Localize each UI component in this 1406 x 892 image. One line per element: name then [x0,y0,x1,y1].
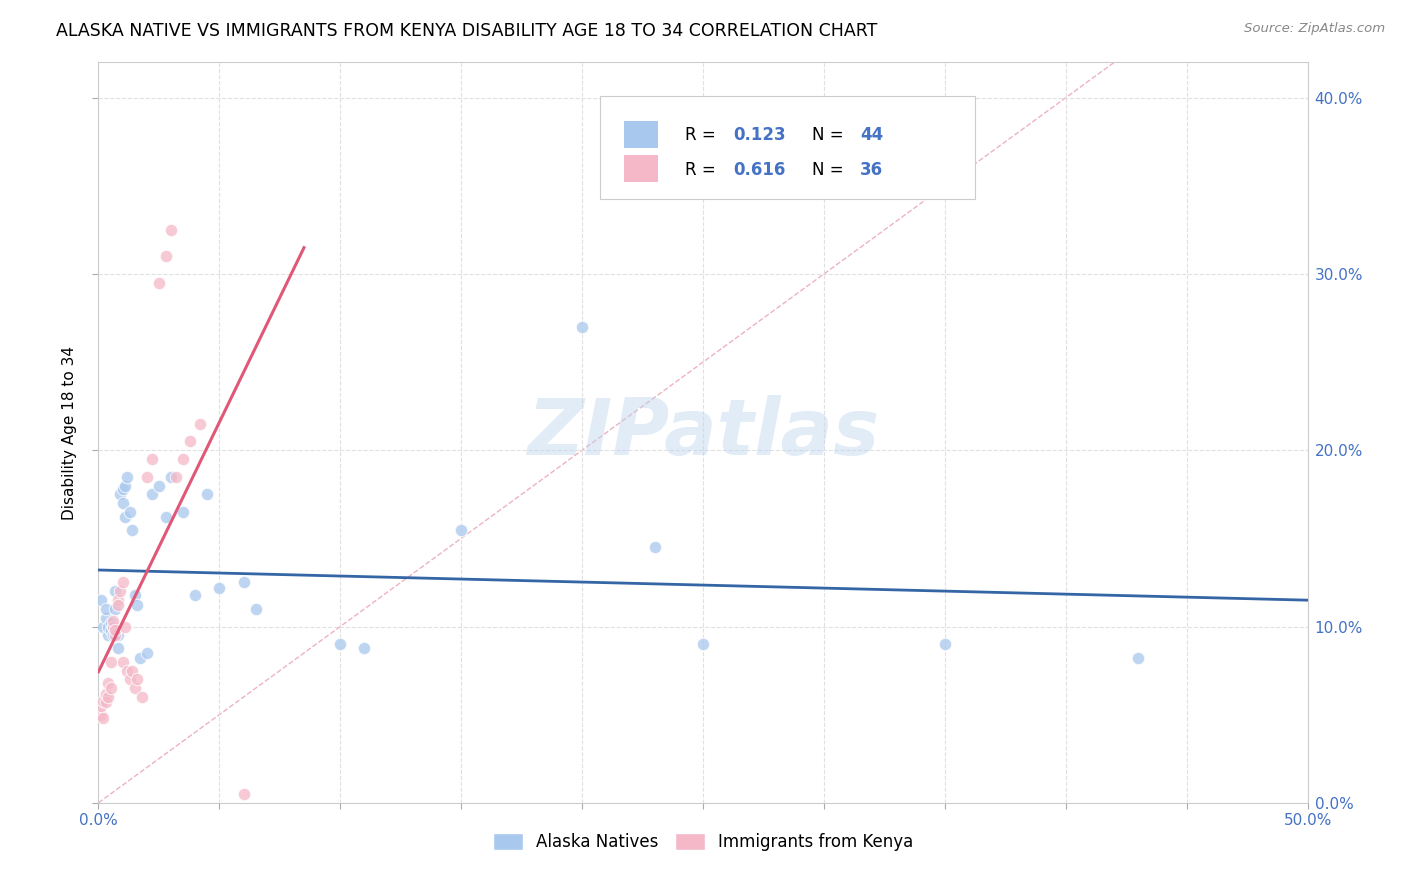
Point [184,588,207,602]
Point [100,681,122,696]
Point [571,319,593,334]
FancyBboxPatch shape [624,120,658,147]
Point [128,651,150,665]
Point [111,655,134,669]
Point [111,496,134,510]
Point [208,581,231,595]
Point [172,505,194,519]
Point [108,487,131,501]
Point [101,614,124,628]
Point [148,478,170,492]
Point [107,628,129,642]
Point [1128,651,1150,665]
Point [232,787,254,801]
Point [127,673,149,687]
Point [155,249,177,263]
Point [94,602,117,616]
Point [124,588,146,602]
Text: 0.123: 0.123 [734,126,786,144]
Point [329,637,352,651]
Point [97,619,120,633]
Y-axis label: Disability Age 18 to 34: Disability Age 18 to 34 [62,345,77,520]
Point [121,523,143,537]
Point [107,593,129,607]
Point [124,681,146,696]
Point [127,599,149,613]
Point [160,469,183,483]
Point [91,619,114,633]
Point [94,610,117,624]
Point [90,698,112,713]
Point [644,540,666,554]
Point [114,619,136,633]
FancyBboxPatch shape [624,155,658,182]
Point [101,619,124,633]
Point [131,690,153,704]
Point [135,469,157,483]
Point [104,623,127,637]
Point [100,655,122,669]
Point [141,452,163,467]
Point [135,646,157,660]
Text: R =: R = [685,126,721,144]
Point [100,615,122,630]
Text: 44: 44 [860,126,883,144]
Point [111,482,134,496]
Point [97,690,120,704]
Point [118,673,141,687]
Text: R =: R = [685,161,721,178]
Point [94,686,117,700]
Text: ALASKA NATIVE VS IMMIGRANTS FROM KENYA DISABILITY AGE 18 TO 34 CORRELATION CHART: ALASKA NATIVE VS IMMIGRANTS FROM KENYA D… [56,22,877,40]
Point [148,276,170,290]
Point [118,505,141,519]
Text: 36: 36 [860,161,883,178]
Point [104,628,127,642]
Point [91,693,114,707]
Point [160,223,183,237]
Point [179,434,201,449]
Point [97,676,120,690]
Point [108,584,131,599]
Point [165,469,187,483]
Point [934,637,956,651]
Point [100,623,122,637]
Text: ZIPatlas: ZIPatlas [527,394,879,471]
Point [245,602,267,616]
Point [155,510,177,524]
Point [97,628,120,642]
Text: N =: N = [811,161,849,178]
Point [90,707,112,722]
Legend: Alaska Natives, Immigrants from Kenya: Alaska Natives, Immigrants from Kenya [486,826,920,857]
Point [141,487,163,501]
Point [195,487,218,501]
Point [90,593,112,607]
Text: 0.616: 0.616 [734,161,786,178]
Point [450,523,472,537]
Point [172,452,194,467]
Point [94,695,117,709]
Point [114,510,136,524]
Text: N =: N = [811,126,849,144]
Point [111,575,134,590]
Point [101,619,124,633]
FancyBboxPatch shape [600,95,976,200]
Point [107,640,129,655]
Point [188,417,211,431]
Point [117,469,139,483]
Point [101,628,124,642]
Point [91,711,114,725]
Point [104,602,127,616]
Point [114,478,136,492]
Point [232,575,254,590]
Point [104,584,127,599]
Point [353,640,375,655]
Point [117,664,139,678]
Point [107,599,129,613]
Point [121,664,143,678]
Point [692,637,714,651]
Text: Source: ZipAtlas.com: Source: ZipAtlas.com [1244,22,1385,36]
